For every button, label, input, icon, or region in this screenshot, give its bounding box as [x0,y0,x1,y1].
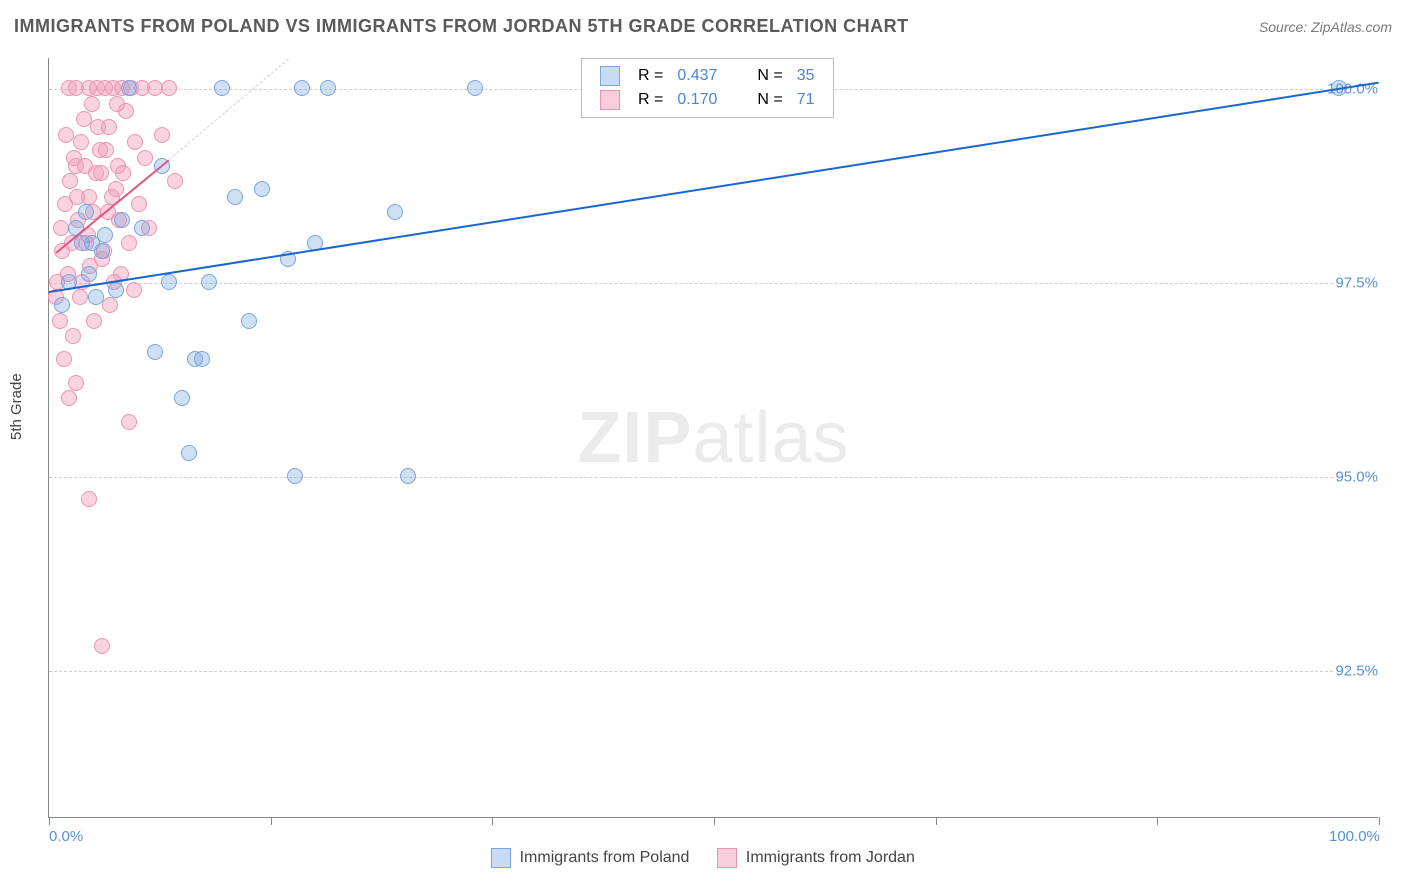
data-point [167,173,183,189]
data-point [62,173,78,189]
data-point [93,165,109,181]
data-point [254,181,270,197]
x-tick [49,817,50,825]
chart-title: IMMIGRANTS FROM POLAND VS IMMIGRANTS FRO… [14,16,909,37]
data-point [68,375,84,391]
data-point [227,189,243,205]
data-point [115,165,131,181]
y-tick-label: 97.5% [1333,274,1380,291]
legend-item: Immigrants from Jordan [717,848,914,868]
series-legend: Immigrants from Poland Immigrants from J… [0,848,1406,868]
data-point [126,282,142,298]
dashed-guide-line [169,58,289,160]
data-point [72,289,88,305]
legend-swatch [600,66,620,86]
r-label: R = [632,89,669,111]
n-value: 35 [791,65,821,87]
data-point [54,297,70,313]
title-bar: IMMIGRANTS FROM POLAND VS IMMIGRANTS FRO… [14,16,1392,37]
correlation-legend: R =0.437 N =35 R =0.170 N =71 [581,58,834,118]
data-point [98,142,114,158]
x-tick [714,817,715,825]
data-point [121,414,137,430]
watermark: ZIPatlas [577,397,849,479]
data-point [77,158,93,174]
x-tick [1157,817,1158,825]
data-point [53,220,69,236]
legend-swatch [491,848,511,868]
x-tick-label: 100.0% [1329,828,1380,845]
data-point [73,134,89,150]
data-point [294,80,310,96]
data-point [194,351,210,367]
data-point [320,80,336,96]
n-label: N = [751,65,788,87]
data-point [94,638,110,654]
legend-label: Immigrants from Jordan [746,849,915,866]
data-point [467,80,483,96]
data-point [90,119,106,135]
r-label: R = [632,65,669,87]
data-point [121,80,137,96]
data-point [86,313,102,329]
data-point [134,220,150,236]
data-point [81,491,97,507]
data-point [108,282,124,298]
data-point [127,134,143,150]
data-point [387,204,403,220]
data-point [109,96,125,112]
watermark-bold: ZIP [577,398,692,478]
data-point [61,390,77,406]
y-tick-label: 95.0% [1333,468,1380,485]
legend-swatch [717,848,737,868]
data-point [76,111,92,127]
data-point [154,127,170,143]
data-point [69,189,85,205]
watermark-light: atlas [692,398,849,478]
data-point [78,204,94,220]
r-value: 0.437 [671,65,723,87]
data-point [287,468,303,484]
x-tick [1379,817,1380,825]
data-point [84,96,100,112]
data-point [400,468,416,484]
gridline [49,671,1378,672]
data-point [56,351,72,367]
legend-swatch [600,90,620,110]
x-tick [936,817,937,825]
data-point [114,212,130,228]
data-point [121,235,137,251]
data-point [88,289,104,305]
x-tick [271,817,272,825]
data-point [58,127,74,143]
legend-item: Immigrants from Poland [491,848,689,868]
legend-label: Immigrants from Poland [520,849,690,866]
data-point [137,150,153,166]
n-value: 71 [791,89,821,111]
scatter-plot-area: ZIPatlas 92.5%95.0%97.5%100.0%0.0%100.0%… [48,58,1378,818]
data-point [161,274,177,290]
gridline [49,477,1378,478]
source-attribution: Source: ZipAtlas.com [1259,19,1392,35]
data-point [147,344,163,360]
data-point [97,227,113,243]
data-point [174,390,190,406]
data-point [241,313,257,329]
y-tick-label: 92.5% [1333,662,1380,679]
data-point [65,328,81,344]
data-point [161,80,177,96]
n-label: N = [751,89,788,111]
x-tick-label: 0.0% [49,828,83,845]
data-point [181,445,197,461]
x-tick [492,817,493,825]
data-point [201,274,217,290]
data-point [52,313,68,329]
gridline [49,283,1378,284]
data-point [102,297,118,313]
y-axis-label: 5th Grade [8,373,25,440]
data-point [214,80,230,96]
data-point [81,266,97,282]
r-value: 0.170 [671,89,723,111]
data-point [131,196,147,212]
